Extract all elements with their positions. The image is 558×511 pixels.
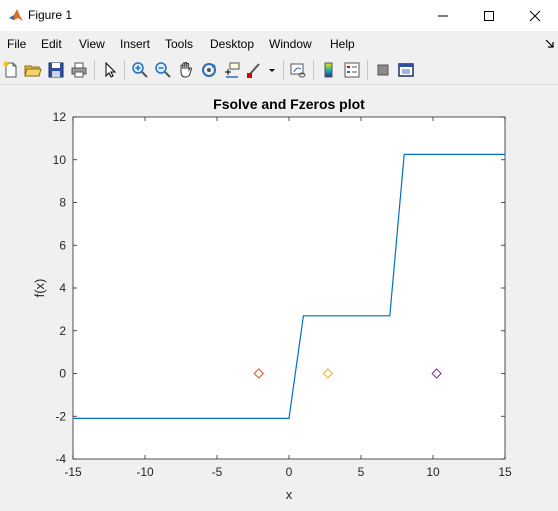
data-cursor-icon xyxy=(225,62,240,78)
y-tick-label: 12 xyxy=(53,110,67,124)
y-tick-label: -2 xyxy=(55,409,66,423)
zoom-in-icon xyxy=(132,62,148,78)
close-icon xyxy=(529,10,541,21)
y-tick-label: 6 xyxy=(59,238,66,252)
link-plot-button[interactable] xyxy=(288,60,308,80)
plot-area[interactable] xyxy=(72,116,506,460)
chart: Fsolve and Fzeros plot -15 -10 -5 0 5 10 15 -4… xyxy=(32,96,512,502)
toolbar-separator xyxy=(124,60,125,80)
x-tick-label: 0 xyxy=(286,465,293,479)
diamond-marker[interactable] xyxy=(431,368,442,379)
pan-hand-icon xyxy=(180,61,193,78)
toolbar-separator xyxy=(94,60,95,80)
menu-help[interactable]: Help xyxy=(330,37,355,51)
toolbar-separator xyxy=(283,60,284,80)
insert-legend-button[interactable] xyxy=(342,60,362,80)
edit-plot-button[interactable] xyxy=(100,60,120,80)
brush-dropdown[interactable] xyxy=(266,60,278,80)
x-tick-label: 15 xyxy=(498,465,512,479)
rotate-3d-button[interactable] xyxy=(199,60,219,80)
minimize-button[interactable] xyxy=(420,0,466,31)
show-plot-tools-button[interactable] xyxy=(396,60,416,80)
show-plot-tools-icon xyxy=(398,63,414,77)
zoom-out-button[interactable] xyxy=(153,60,173,80)
brush-button[interactable] xyxy=(244,60,264,80)
menu-insert[interactable]: Insert xyxy=(120,37,151,51)
menu-edit[interactable]: Edit xyxy=(41,37,62,51)
pan-button[interactable] xyxy=(176,60,196,80)
insert-colorbar-icon xyxy=(324,62,333,78)
hide-plot-tools-button[interactable] xyxy=(373,60,393,80)
link-plot-icon xyxy=(290,63,306,78)
y-tick-label: 2 xyxy=(59,324,66,338)
diamond-marker[interactable] xyxy=(322,368,334,379)
title-bar: Figure 1 xyxy=(0,0,558,31)
x-axis-label: x xyxy=(286,487,293,502)
window-title: Figure 1 xyxy=(28,8,73,22)
chart-title: Fsolve and Fzeros plot xyxy=(213,96,365,112)
close-button[interactable] xyxy=(512,0,558,31)
x-tick-label: 10 xyxy=(426,465,440,479)
menu-view[interactable]: View xyxy=(79,37,105,51)
diamond-marker[interactable] xyxy=(253,368,264,379)
chevron-down-icon xyxy=(269,69,275,72)
figure-canvas: Fsolve and Fzeros plot -15 -10 -5 0 5 10 15 -4… xyxy=(0,85,558,506)
y-tick-label: 10 xyxy=(53,153,67,167)
save-icon xyxy=(48,62,64,78)
y-tick-label: 8 xyxy=(59,196,66,210)
toolbar-separator xyxy=(367,60,368,80)
menu-desktop[interactable]: Desktop xyxy=(210,37,255,51)
data-cursor-button[interactable] xyxy=(222,60,242,80)
matlab-logo-icon xyxy=(9,9,23,21)
print-button[interactable] xyxy=(69,60,89,80)
zoom-out-icon xyxy=(155,62,171,78)
print-icon xyxy=(71,62,87,78)
toolbar-separator xyxy=(313,60,314,80)
open-file-button[interactable] xyxy=(23,60,43,80)
minimize-icon xyxy=(438,15,448,16)
new-figure-icon xyxy=(3,61,17,78)
y-tick-label: -4 xyxy=(55,452,66,466)
x-tick-label: -5 xyxy=(212,465,223,479)
maximize-button[interactable] xyxy=(466,0,512,31)
rotate-3d-icon xyxy=(202,63,216,77)
x-tick-label: -10 xyxy=(136,465,154,479)
insert-legend-icon xyxy=(344,62,360,78)
figure-toolbar xyxy=(0,56,558,85)
menu-tools[interactable]: Tools xyxy=(165,37,194,51)
x-tick-label: -15 xyxy=(64,465,82,479)
y-axis-label: f(x) xyxy=(32,279,47,298)
x-tick-label: 5 xyxy=(358,465,365,479)
new-figure-button[interactable] xyxy=(1,60,21,80)
open-file-icon xyxy=(24,65,42,77)
dock-figure-arrow-icon[interactable] xyxy=(544,38,556,50)
maximize-icon xyxy=(484,10,494,21)
brush-icon xyxy=(247,63,260,78)
y-tick-label: 0 xyxy=(59,367,66,381)
hide-plot-tools-icon xyxy=(377,64,389,76)
edit-plot-arrow-icon xyxy=(105,61,117,78)
menu-window[interactable]: Window xyxy=(269,37,312,51)
menu-file[interactable]: File xyxy=(7,37,27,51)
series-line[interactable] xyxy=(73,153,505,419)
insert-colorbar-button[interactable] xyxy=(319,60,339,80)
save-button[interactable] xyxy=(46,60,66,80)
y-tick-label: 4 xyxy=(59,281,66,295)
menu-bar: File Edit View Insert Tools Desktop Wind… xyxy=(0,31,558,56)
zoom-in-button[interactable] xyxy=(130,60,150,80)
